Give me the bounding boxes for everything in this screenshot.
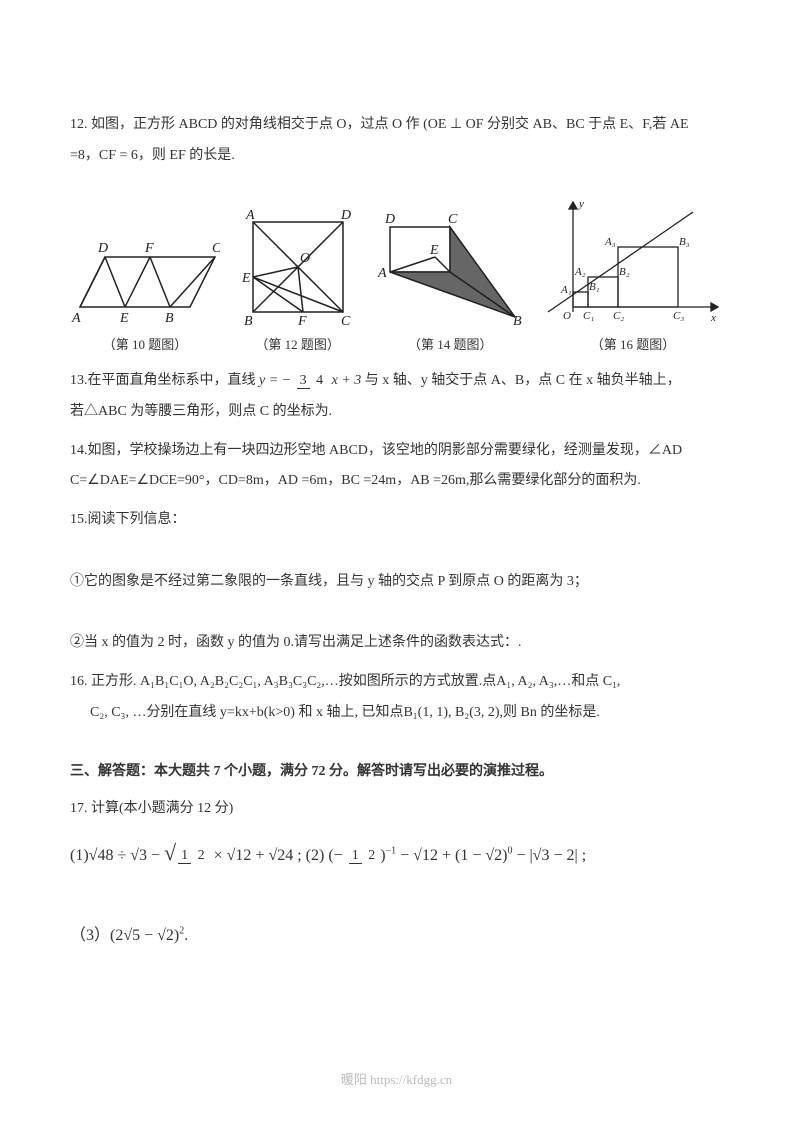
fig14-label-B: B [513, 314, 522, 327]
fig10-svg: A E B D F C [70, 227, 220, 327]
fig12-svg: A D B C O E F [238, 207, 358, 327]
figure-row: A E B D F C （第 10 题图） [70, 197, 723, 356]
fig14-svg: D C A E B [375, 207, 525, 327]
fig10-label-E: E [119, 311, 129, 326]
fig16-svg: O x y A₁ A₂ A₃ B₁ B₂ B₃ C₁ C₂ C₃ [543, 197, 723, 327]
q17-p1-num: 1 [178, 848, 191, 864]
fig12-caption: （第 12 题图） [255, 333, 340, 356]
fig16-label-C2: C₂ [613, 310, 624, 322]
q17-p2c: − √12 + (1 − √2) [400, 847, 507, 864]
section-3-heading: 三、解答题：本大题共 7 个小题，满分 72 分。解答时请写出必要的演推过程。 [70, 759, 723, 784]
fig12-label-D: D [340, 208, 351, 223]
question-16: 16. 正方形. A₁B₁C₁O, A₂B₂C₂C₁, A₃B₃C₃C₂,…按如… [70, 667, 723, 729]
q15-line1: 15.阅读下列信息： [70, 512, 186, 527]
fig16-label-B2: B₂ [619, 266, 630, 278]
q15-line3: ②当 x 的值为 2 时，函数 y 的值为 0.请写出满足上述条件的函数表达式：… [70, 635, 522, 650]
fig16-caption: （第 16 题图） [591, 333, 676, 356]
fig16-label-y: y [578, 198, 584, 210]
fig10-label-D: D [97, 241, 108, 256]
fig12-label-A: A [245, 208, 255, 223]
fig12-label-C: C [341, 314, 351, 327]
fig14-caption: （第 14 题图） [408, 333, 493, 356]
fig12-label-E: E [241, 271, 251, 286]
fig10-caption: （第 10 题图） [103, 333, 188, 356]
fig16-label-x: x [710, 312, 716, 324]
fig16-label-B1: B₁ [589, 281, 600, 293]
q12-line2: =8，CF = 6，则 EF 的长是. [70, 148, 235, 163]
fig12-label-O: O [300, 251, 310, 266]
fig10-label-B: B [165, 311, 174, 326]
fig10-label-F: F [144, 241, 154, 256]
fig16-label-A1: A₁ [560, 284, 572, 296]
fig16-label-A2: A₂ [574, 266, 586, 278]
q14-line1: 14.如图，学校操场边上有一块四边形空地 ABCD，该空地的阴影部分需要绿化，经… [70, 443, 682, 458]
q17-p2exp: −1 [386, 845, 397, 856]
q17-formula-12: (1)√48 ÷ √3 − √ 1 2 × √12 + √24 ; (2) (−… [70, 833, 723, 873]
q13-line2: 若△ABC 为等腰三角形，则点 C 的坐标为. [70, 404, 332, 419]
q14-line2: C=∠DAE=∠DCE=90°，CD=8m，AD =6m，BC =24m，AB … [70, 473, 641, 488]
q17-p2exp2: 0 [507, 845, 512, 856]
figure-14: D C A E B （第 14 题图） [375, 207, 525, 356]
fig14-label-C: C [448, 212, 458, 227]
page-footer: 暖阳 https://kfdgg.cn [0, 1068, 793, 1091]
q13-post: 与 x 轴、y 轴交于点 A、B，点 C 在 x 轴负半轴上， [365, 373, 681, 388]
q17-p1a: (1)√48 ÷ √3 − [70, 847, 160, 864]
figure-10: A E B D F C （第 10 题图） [70, 227, 220, 356]
question-17: 17. 计算(本小题满分 12 分) [70, 794, 723, 825]
q17-p2a: (− [328, 847, 346, 864]
q17-p2d: − |√3 − 2| ; [516, 847, 586, 864]
q16-line1: 16. 正方形. A₁B₁C₁O, A₂B₂C₂C₁, A₃B₃C₃C₂,…按如… [70, 674, 620, 689]
q17-p1b: × √12 + √24 ; (2) [214, 847, 325, 864]
fig10-label-C: C [212, 241, 220, 256]
q17-p2-frac: 1 2 [349, 848, 379, 863]
question-14: 14.如图，学校操场边上有一块四边形空地 ABCD，该空地的阴影部分需要绿化，经… [70, 436, 723, 498]
q12-line1: 12. 如图，正方形 ABCD 的对角线相交于点 O，过点 O 作 (OE ⊥ … [70, 117, 689, 132]
q17-p2-num: 1 [349, 848, 362, 864]
q13-fraction: 3 4 [297, 373, 327, 388]
q13-frac-den: 4 [313, 373, 326, 388]
q17-p2-den: 2 [365, 848, 378, 863]
figure-16: O x y A₁ A₂ A₃ B₁ B₂ B₃ C₁ C₂ C₃ （第 16 题… [543, 197, 723, 356]
fig16-label-O: O [563, 310, 571, 322]
fig16-label-C1: C₁ [583, 310, 594, 322]
q17-p1-den: 2 [195, 848, 208, 863]
question-13: 13.在平面直角坐标系中，直线 y = − 3 4 x + 3 与 x 轴、y … [70, 366, 723, 428]
fig16-label-B3: B₃ [679, 236, 690, 248]
q13-frac-num: 3 [297, 373, 310, 389]
fig16-label-A3: A₃ [604, 236, 616, 248]
fig14-label-A: A [377, 266, 387, 281]
q17-p1-frac: 1 2 [178, 848, 208, 863]
fig12-label-F: F [297, 314, 307, 327]
q17-formula-3: （3）(2√5 − √2)2. [70, 922, 723, 951]
q13-eq-lhs: y = − [259, 373, 291, 388]
q13-pre: 13.在平面直角坐标系中，直线 [70, 373, 256, 388]
page-content: 12. 如图，正方形 ABCD 的对角线相交于点 O，过点 O 作 (OE ⊥ … [0, 0, 793, 999]
fig10-label-A: A [71, 311, 81, 326]
fig12-label-B: B [244, 314, 253, 327]
q17-head: 17. 计算(本小题满分 12 分) [70, 801, 233, 816]
q17-p3tail: . [184, 927, 188, 944]
question-12: 12. 如图，正方形 ABCD 的对角线相交于点 O，过点 O 作 (OE ⊥ … [70, 110, 723, 172]
q16-line2: C₂, C₃, …分别在直线 y=kx+b(k>0) 和 x 轴上, 已知点B₁… [90, 705, 600, 720]
fig14-label-E: E [429, 243, 439, 258]
fig16-label-C3: C₃ [673, 310, 684, 322]
fig14-label-D: D [384, 212, 395, 227]
q17-p3: （3）(2√5 − √2) [70, 927, 179, 944]
q13-eq-tail: x + 3 [332, 373, 362, 388]
figure-12: A D B C O E F （第 12 题图） [238, 207, 358, 356]
q15-line2: ①它的图象是不经过第二象限的一条直线，且与 y 轴的交点 P 到原点 O 的距离… [70, 574, 588, 589]
question-15: 15.阅读下列信息： ①它的图象是不经过第二象限的一条直线，且与 y 轴的交点 … [70, 505, 723, 659]
